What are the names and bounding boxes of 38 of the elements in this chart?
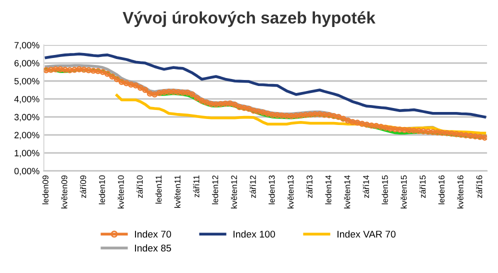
x-tick-label: květen11 — [174, 175, 180, 208]
y-tick-label: 1,00% — [14, 150, 40, 158]
line-series — [44, 52, 486, 118]
y-tick-label: 5,00% — [14, 78, 40, 86]
x-tick-label: září16 — [476, 175, 482, 198]
legend-label: Index VAR 70 — [338, 230, 396, 238]
chart-title: Vývoj úrokových sazeb hypoték — [122, 11, 376, 27]
x-tick-label: září12 — [250, 175, 256, 198]
legend-label: Index 85 — [135, 244, 172, 252]
y-tick-label: 7,00% — [14, 42, 40, 50]
legend-label: Index 100 — [234, 230, 276, 238]
x-tick-label: leden15 — [382, 175, 388, 204]
x-tick-label: květen09 — [61, 175, 68, 208]
x-tick-label: leden14 — [325, 175, 332, 204]
y-tick-label: 3,00% — [14, 114, 40, 122]
x-tick-label: leden13 — [268, 175, 275, 204]
y-tick-label: 2,00% — [14, 132, 40, 140]
x-tick-label: květen15 — [400, 175, 407, 208]
legend-label: Index 70 — [135, 230, 172, 238]
x-tick-label: květen16 — [457, 175, 464, 208]
x-tick-label: leden12 — [212, 175, 218, 204]
x-tick-label: květen10 — [118, 175, 124, 208]
x-tick-label: květen12 — [230, 175, 238, 208]
y-tick-label: 0,00% — [14, 168, 40, 176]
x-tick-label: září14 — [362, 175, 370, 198]
x-tick-label: květen13 — [287, 175, 294, 208]
y-tick-label: 4,00% — [14, 96, 40, 104]
x-tick-label: leden10 — [98, 175, 105, 204]
x-tick-label: květen14 — [344, 175, 350, 208]
x-tick-label: září09 — [80, 175, 86, 198]
x-tick-label: září11 — [193, 175, 200, 198]
x-tick-label: leden09 — [42, 175, 48, 204]
x-tick-label: leden11 — [155, 175, 162, 204]
x-tick-label: září15 — [419, 175, 426, 198]
x-tick-label: září10 — [136, 175, 143, 198]
y-tick-label: 6,00% — [14, 60, 40, 68]
x-tick-label: leden16 — [438, 175, 444, 204]
x-tick-label: září13 — [306, 175, 312, 198]
